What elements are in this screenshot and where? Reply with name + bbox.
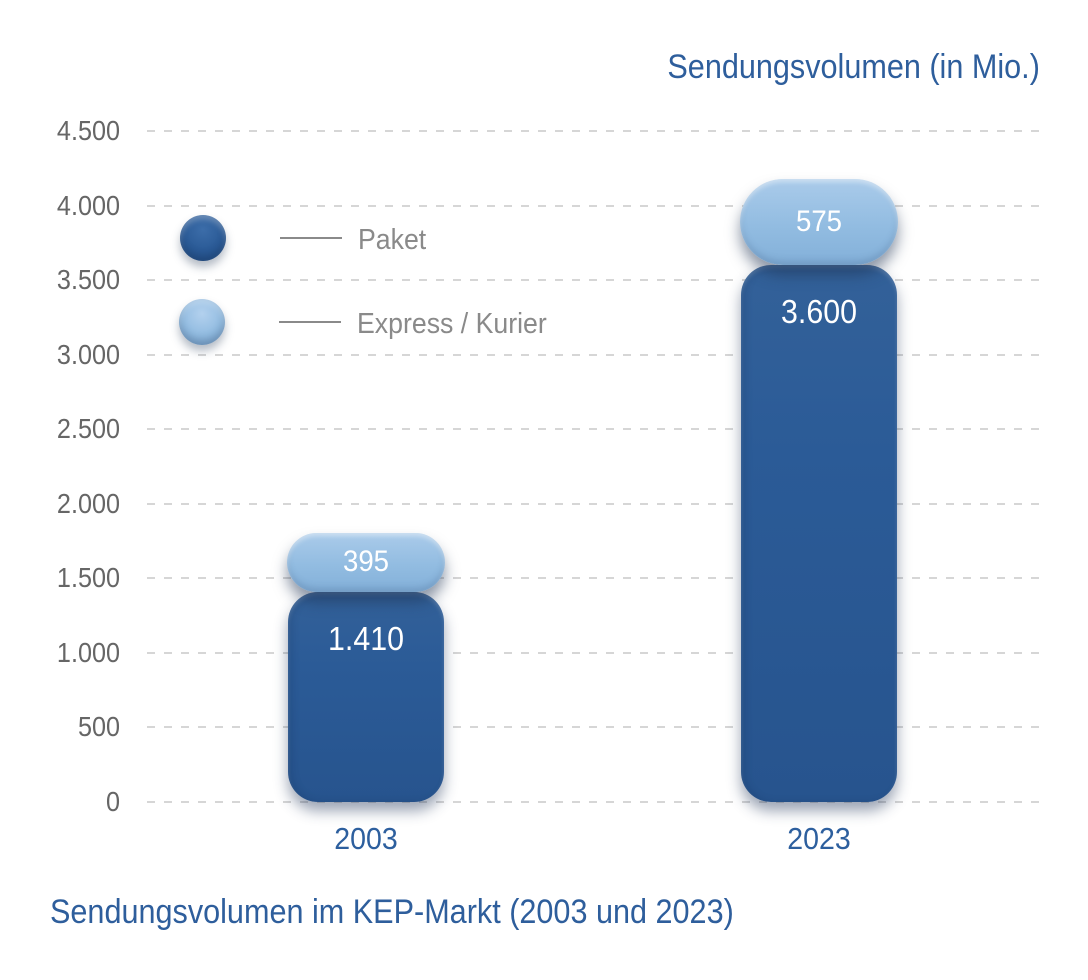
bar-value-label-paket-2003: 1.410: [328, 619, 404, 657]
y-axis-label: 2.000: [56, 487, 120, 519]
bar-paket-2003: 1.410: [288, 591, 444, 802]
legend-label-express-kurier: Express / Kurier: [357, 308, 547, 340]
chart-caption: Sendungsvolumen im KEP-Markt (2003 und 2…: [50, 893, 734, 931]
chart-title: Sendungsvolumen (in Mio.): [667, 48, 1040, 86]
gridline-500: [147, 726, 1040, 729]
y-axis-label: 2.500: [56, 413, 120, 445]
paket-dot-icon: [180, 215, 226, 261]
legend-label-paket: Paket: [358, 224, 427, 256]
gridline-1.000: [147, 651, 1040, 654]
bar-paket-2023: 3.600: [741, 265, 897, 802]
gridline-3.000: [147, 353, 1040, 356]
gridline-2.500: [147, 428, 1040, 431]
y-axis-label: 1.000: [56, 636, 120, 668]
y-axis-label: 1.500: [56, 562, 120, 594]
gridline-0: [147, 801, 1040, 803]
gridline-4.500: [147, 130, 1040, 132]
bar-value-label-express-kurier-2003: 395: [342, 545, 390, 579]
legend-connector-line: [280, 237, 342, 239]
legend-connector-line: [279, 321, 341, 323]
express-kurier-dot-icon: [179, 299, 225, 345]
bar-express-kurier-2003: 395: [287, 532, 445, 592]
gridline-2.000: [147, 502, 1040, 505]
y-axis-label: 3.500: [56, 264, 120, 296]
y-axis-label: 500: [77, 711, 120, 743]
bar-value-label-paket-2023: 3.600: [781, 293, 857, 331]
y-axis-label: 4.500: [56, 115, 120, 146]
bar-express-kurier-2023: 575: [740, 179, 898, 266]
x-axis-label-2003: 2003: [334, 821, 398, 856]
bar-value-label-express-kurier-2023: 575: [795, 205, 843, 239]
y-axis-label: 0: [105, 786, 120, 817]
y-axis-label: 4.000: [56, 189, 120, 221]
gridline-3.500: [147, 279, 1040, 282]
y-axis-label: 3.000: [56, 338, 120, 370]
gridline-1.500: [147, 577, 1040, 580]
gridline-4.000: [147, 204, 1040, 207]
x-axis-label-2023: 2023: [787, 821, 851, 856]
